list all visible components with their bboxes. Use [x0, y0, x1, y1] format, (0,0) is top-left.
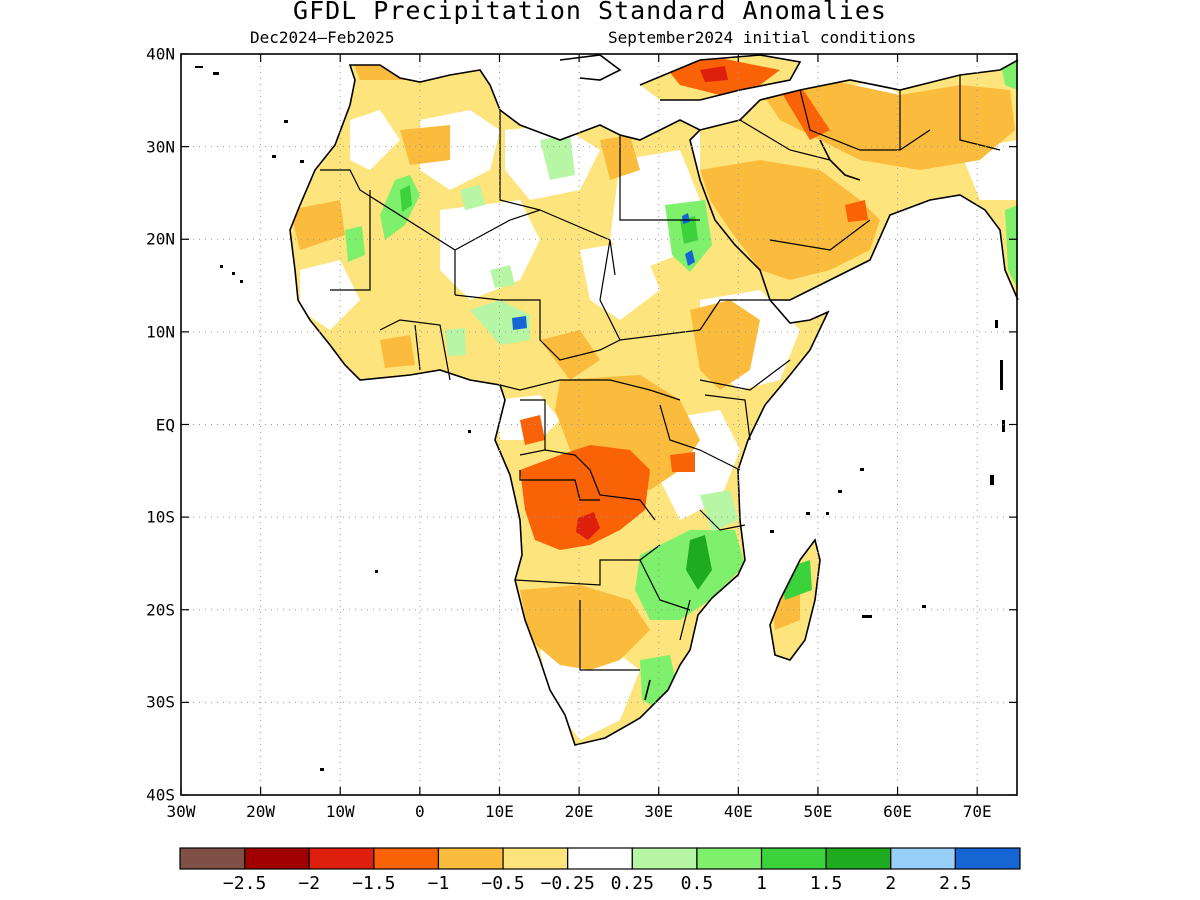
forecast-period: Dec2024–Feb2025 — [250, 28, 395, 47]
colorbar-swatch — [567, 847, 633, 870]
colorbar-swatch — [179, 847, 246, 870]
country-borders — [320, 75, 1001, 671]
colorbar-swatch — [954, 847, 1021, 870]
colorbar-swatch — [825, 847, 892, 870]
longitude-tick-label: 0 — [415, 802, 425, 821]
longitude-tick-label: 60E — [883, 802, 913, 821]
colorbar-swatch — [631, 847, 698, 870]
latitude-tick-label: 40N — [146, 44, 175, 64]
initial-conditions: September2024 initial conditions — [608, 28, 917, 47]
colorbar-swatch — [308, 847, 375, 870]
chart-title: GFDL Precipitation Standard Anomalies — [293, 0, 887, 25]
latitude-tick-label: EQ — [155, 415, 175, 434]
colorbar-swatch — [502, 847, 569, 870]
longitude-tick-label: 70E — [962, 802, 992, 821]
latitude-tick-label: 10N — [146, 322, 175, 342]
colorbar-label: −1.5 — [352, 873, 396, 894]
latitude-tick-label: 20S — [146, 600, 175, 620]
small-islands — [195, 66, 1005, 771]
axis-ticks — [180, 53, 1017, 796]
colorbar-swatch — [760, 847, 827, 870]
latitude-tick-label: 40S — [146, 785, 175, 805]
colorbar-label: 1.5 — [809, 873, 843, 894]
colorbar-label: 0.5 — [680, 873, 714, 894]
colorbar-label: 2 — [885, 873, 897, 894]
colorbar-label: 0.25 — [610, 873, 654, 894]
latitude-tick-label: 30S — [146, 692, 175, 712]
longitude-tick-label: 10W — [325, 802, 355, 821]
latitude-tick-label: 30N — [146, 137, 175, 157]
longitude-tick-label: 40E — [723, 802, 753, 821]
colorbar-swatch — [696, 847, 763, 870]
longitude-tick-label: 30W — [166, 802, 196, 821]
colorbar-label: 2.5 — [939, 873, 972, 894]
colorbar-swatch — [890, 847, 956, 870]
longitude-tick-label: 50E — [803, 802, 833, 821]
longitude-tick-label: 10E — [485, 802, 514, 821]
colorbar-label: −2.5 — [222, 873, 267, 894]
colorbar-label: −0.5 — [481, 873, 525, 894]
longitude-tick-label: 20E — [564, 802, 594, 821]
colorbar-swatch — [437, 847, 504, 870]
latitude-tick-label: 10S — [146, 507, 175, 527]
coastlines — [289, 54, 1019, 746]
latitude-tick-label: 20N — [146, 229, 175, 249]
colorbar-label: −0.25 — [540, 873, 595, 894]
colorbar-label: 1 — [756, 873, 767, 894]
colorbar-label: −1 — [427, 873, 450, 894]
longitude-tick-label: 20W — [246, 802, 276, 821]
colorbar-label: −2 — [298, 873, 321, 894]
colorbar-swatch — [244, 847, 310, 870]
colorbar-swatch — [373, 847, 440, 870]
gridlines — [181, 54, 1017, 795]
longitude-tick-label: 30E — [644, 802, 674, 821]
